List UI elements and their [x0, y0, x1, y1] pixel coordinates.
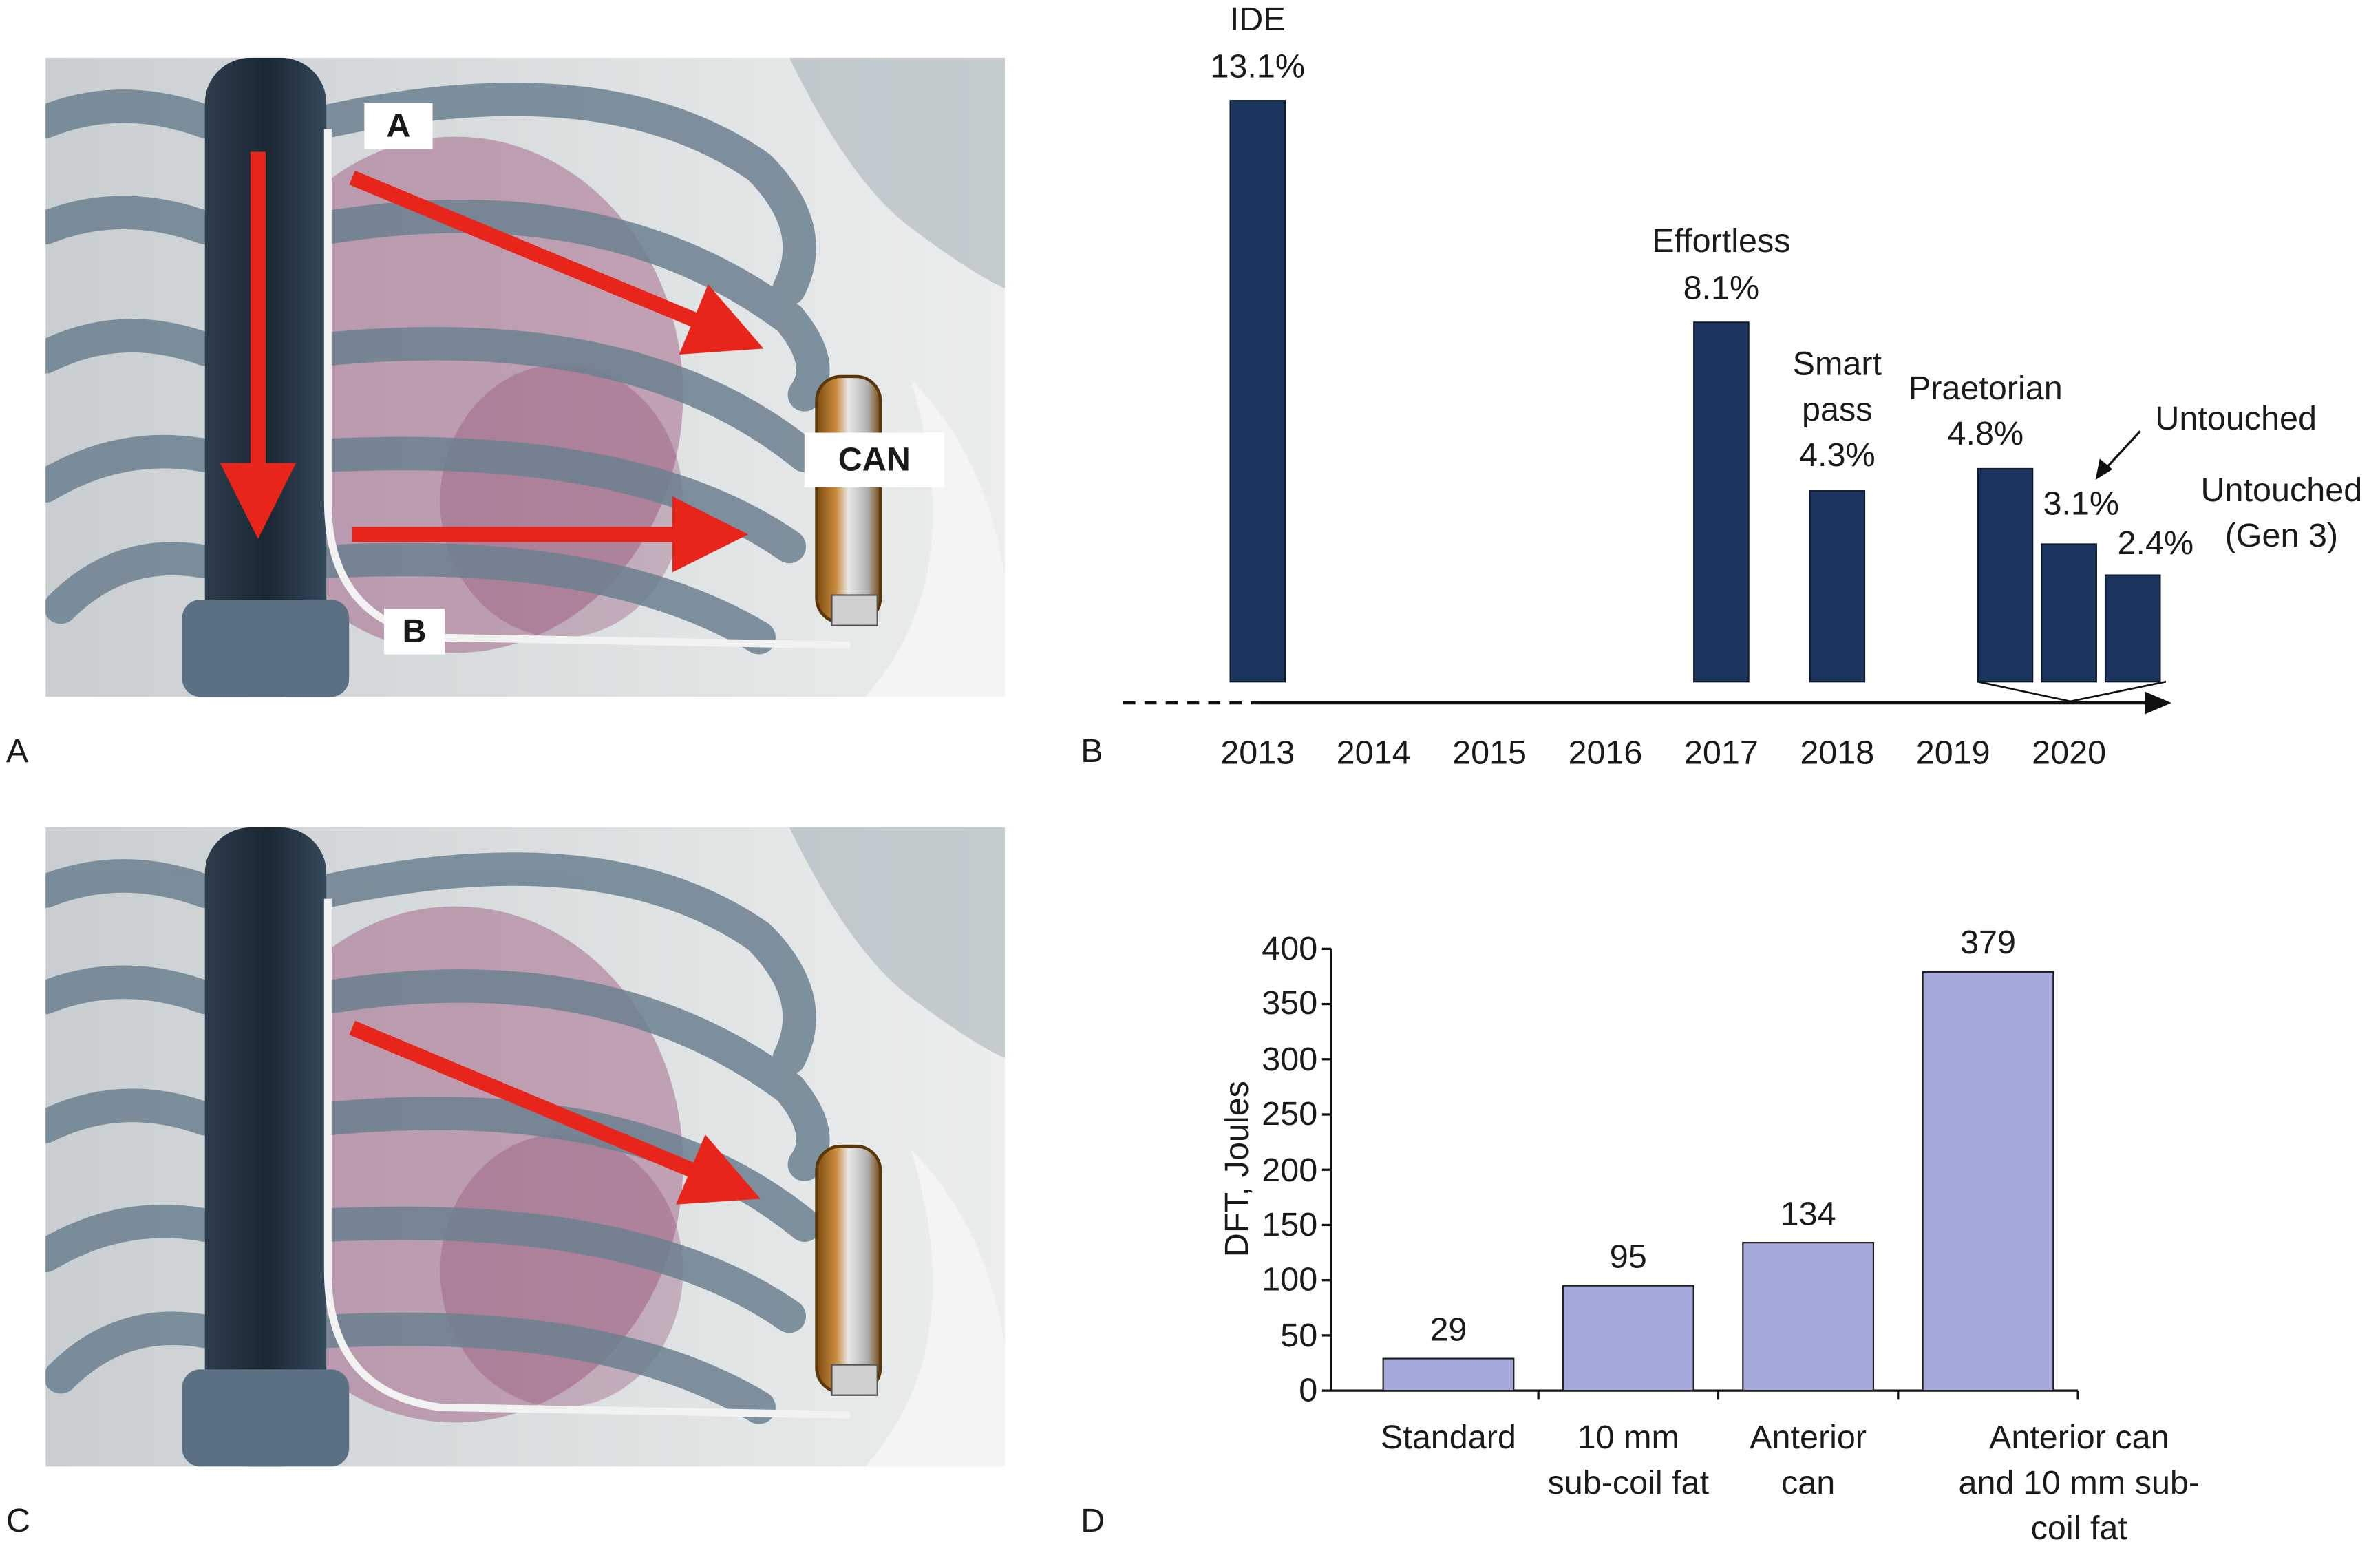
value-label: 3.1%	[2043, 485, 2120, 523]
illustration-label: A	[364, 103, 433, 149]
x-tick-label: 2018	[1800, 733, 1875, 772]
x-tick-label: 2014	[1336, 733, 1411, 772]
x-tick-label: 2016	[1568, 733, 1643, 772]
value-label: 379	[1959, 923, 2016, 962]
value-label: 4.3%	[1799, 436, 1876, 474]
x-tick-label: 2019	[1915, 733, 1990, 772]
bar-name: Praetorian	[1908, 368, 2063, 407]
y-tick-label: 0	[1299, 1371, 1318, 1409]
illustration-label: CAN	[804, 432, 944, 487]
arrow	[349, 170, 764, 355]
x-tick-label: Anterior can and 10 mm sub-coil fat	[1958, 1417, 2200, 1547]
value-label: 13.1%	[1210, 47, 1306, 86]
bar	[1742, 1242, 1875, 1392]
panel-label: B	[1081, 731, 1103, 770]
chart-b-axis	[1123, 430, 2171, 715]
panel-label: A	[6, 731, 29, 770]
panel-label: C	[6, 1501, 30, 1540]
y-axis-label: DFT, Joules	[1217, 1081, 1255, 1258]
bar	[1382, 1357, 1515, 1392]
x-tick-label: 2015	[1452, 733, 1527, 772]
bar-name: Untouched (Gen 3)	[2200, 470, 2363, 554]
bar	[1562, 1285, 1694, 1392]
x-tick-label: 2017	[1683, 733, 1759, 772]
x-tick-label: Standard	[1380, 1417, 1516, 1456]
y-tick-label: 250	[1262, 1095, 1318, 1133]
y-tick-label: 100	[1262, 1260, 1318, 1299]
value-label: 8.1%	[1683, 269, 1760, 308]
value-label: 2.4%	[2117, 523, 2194, 562]
value-label: 29	[1430, 1309, 1467, 1349]
x-tick-label: 2013	[1220, 733, 1295, 772]
x-tick-label: 2020	[2032, 733, 2107, 772]
value-label: 95	[1609, 1237, 1647, 1276]
x-tick-label: Anterior can	[1750, 1417, 1867, 1502]
bar	[2041, 543, 2097, 683]
y-tick-label: 300	[1262, 1039, 1318, 1078]
y-tick-label: 350	[1262, 984, 1318, 1023]
panel-label: D	[1081, 1501, 1105, 1540]
y-tick-label: 150	[1262, 1205, 1318, 1243]
y-tick-label: 200	[1262, 1150, 1318, 1188]
bar	[2104, 574, 2161, 683]
bar	[1922, 971, 2054, 1392]
value-label: 134	[1780, 1194, 1836, 1232]
bar	[1809, 490, 1866, 683]
illustration-a	[45, 58, 1005, 697]
bar-name: IDE	[1229, 0, 1286, 39]
bar-name: Effortless	[1652, 222, 1791, 260]
y-tick-label: 50	[1280, 1316, 1318, 1354]
bar	[1977, 467, 2034, 683]
illustration-c	[45, 827, 1005, 1466]
illustration-label: B	[383, 609, 445, 655]
arrow	[349, 1020, 761, 1205]
value-label: 4.8%	[1947, 414, 2024, 452]
x-tick-label: 10 mm sub-coil fat	[1547, 1417, 1710, 1502]
bar	[1229, 100, 1286, 683]
y-tick-label: 400	[1262, 929, 1318, 967]
bar-name: Untouched	[2155, 399, 2317, 439]
bar	[1693, 321, 1750, 683]
bar-name: Smart pass	[1792, 345, 1882, 429]
